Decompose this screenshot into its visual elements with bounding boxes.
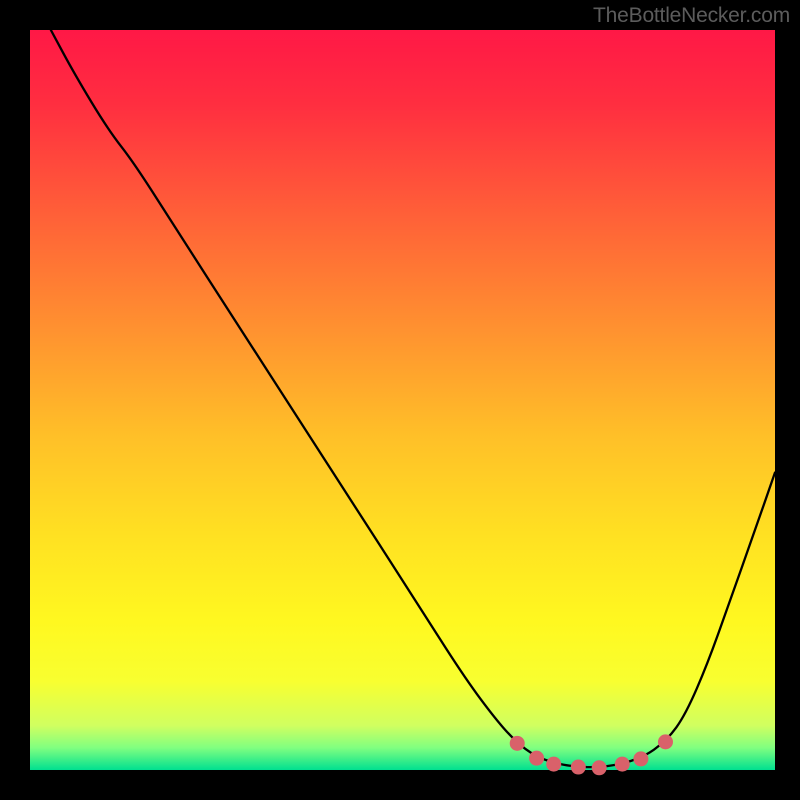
marker-dot — [529, 751, 544, 766]
marker-dot — [633, 751, 648, 766]
chart-svg — [0, 0, 800, 800]
marker-dot — [546, 757, 561, 772]
chart-canvas — [0, 0, 800, 800]
marker-dot — [615, 757, 630, 772]
marker-dot — [658, 734, 673, 749]
watermark-text: TheBottleNecker.com — [593, 4, 790, 28]
marker-dot — [571, 760, 586, 775]
gradient-background — [30, 30, 775, 770]
marker-dot — [592, 760, 607, 775]
marker-dot — [510, 736, 525, 751]
